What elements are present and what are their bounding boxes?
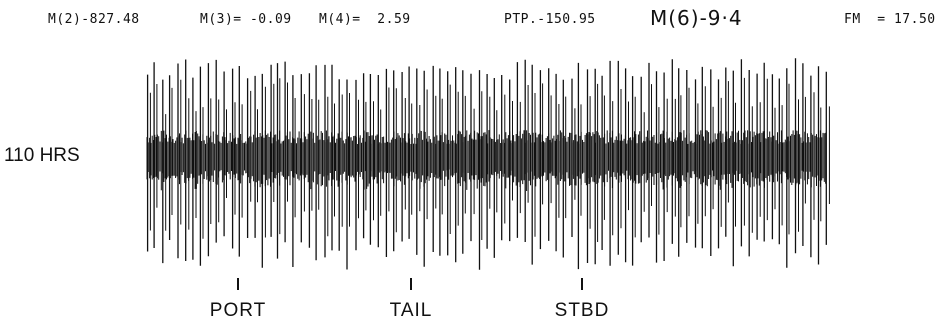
marker-label-port: PORT (209, 300, 267, 321)
statistics-header: M(2)-827.48 M(3)= -0.09 M(4)= 2.59 PTP.-… (0, 6, 938, 36)
position-ticks (237, 278, 583, 290)
marker-label-tail: TAIL (389, 300, 433, 321)
marker-label-stbd: STBD (554, 300, 610, 321)
stat-m6-handwritten: M(6)-9·4 (650, 6, 743, 30)
stat-m3: M(3)= -0.09 (200, 12, 292, 27)
stat-ptp: PTP.-150.95 (504, 12, 596, 27)
stat-m2: M(2)-827.48 (48, 12, 140, 27)
waveform-trace (146, 58, 830, 270)
row-label-hours: 110 HRS (4, 145, 80, 166)
stat-m4: M(4)= 2.59 (319, 12, 411, 27)
stat-fm: FM = 17.50 (844, 12, 936, 27)
